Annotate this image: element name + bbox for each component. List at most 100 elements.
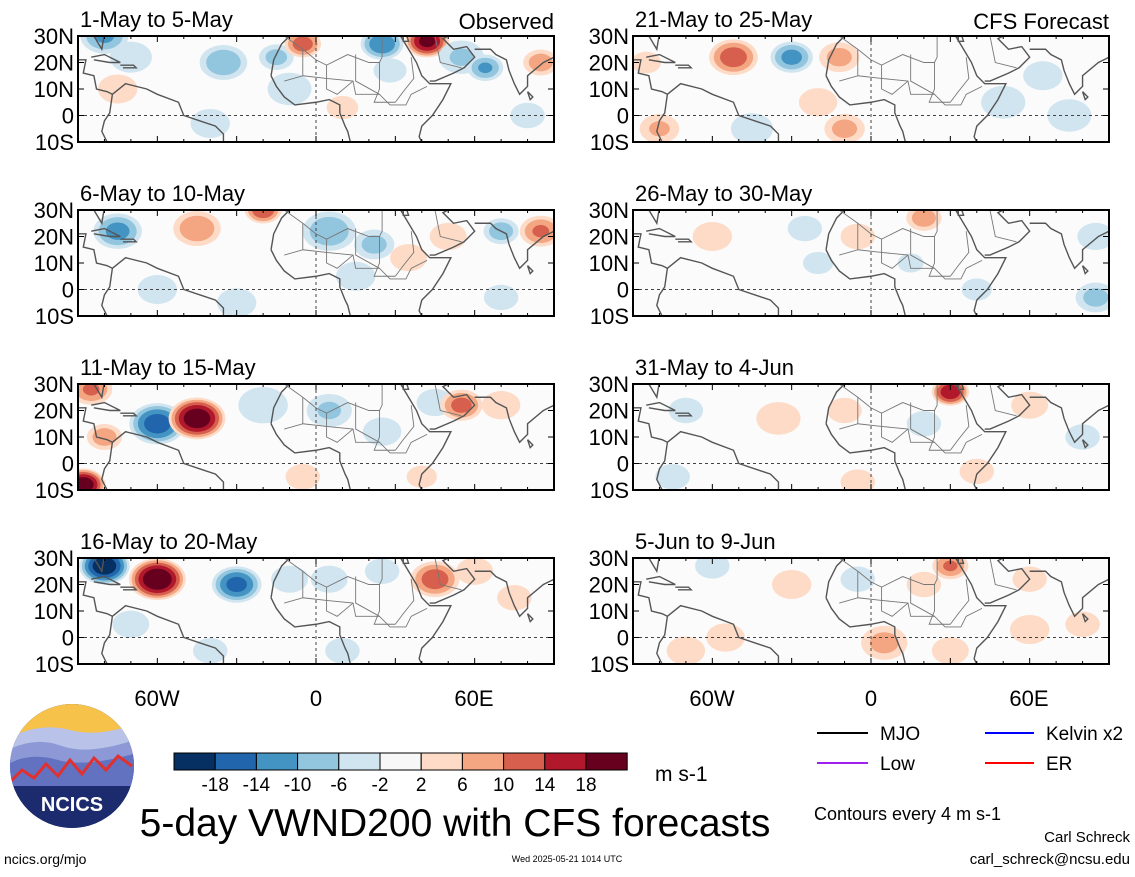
contour-level (149, 573, 165, 585)
coastline (270, 558, 291, 598)
coastline (400, 384, 452, 490)
contour-level (362, 417, 402, 446)
coastline (666, 430, 780, 490)
country-border (844, 384, 898, 385)
contour-level (931, 637, 969, 664)
contour-level (1065, 611, 1100, 637)
source-link-text[interactable]: ncics.org/mjo (4, 851, 87, 867)
country-border (839, 223, 859, 256)
coastline (984, 210, 1031, 256)
coastline (78, 581, 114, 664)
country-border (881, 413, 909, 443)
panel-source-tag: CFS Forecast (973, 9, 1109, 34)
coastlines (633, 210, 1109, 316)
contour-level (840, 469, 876, 490)
coastline (646, 53, 676, 64)
country-border (284, 223, 304, 256)
country-border (284, 384, 383, 414)
colorbar-swatch (461, 752, 505, 771)
author-name: Carl Schreck (1044, 829, 1130, 846)
source-link[interactable]: ncics.org/mjo (4, 851, 87, 867)
contour-level (668, 397, 704, 424)
contour-level (421, 569, 449, 590)
coastline (646, 401, 676, 412)
colorbar-tick-label: -18 (201, 775, 228, 796)
contour-level (869, 632, 899, 654)
country-border (839, 384, 938, 414)
country-border (839, 397, 859, 430)
coastline (955, 384, 1007, 490)
y-tick-label: 0 (617, 452, 629, 477)
y-tick-label: 10S (590, 304, 629, 329)
y-tick-label: 30N (589, 546, 629, 571)
contour-level (798, 88, 838, 117)
x-tick-label: 60W (134, 686, 179, 711)
country-border (434, 36, 462, 69)
country-border (910, 228, 935, 269)
coastline (825, 597, 907, 664)
contour-level (666, 636, 706, 664)
country-border (289, 36, 343, 37)
country-border (434, 558, 462, 591)
contour-level (179, 215, 215, 242)
contour-level (216, 288, 257, 316)
coastline (111, 430, 225, 490)
contour-level (1023, 61, 1063, 91)
wind-anomaly-contour (709, 39, 758, 76)
coastline (955, 210, 1007, 316)
coastline (675, 586, 693, 591)
coastline (402, 36, 410, 42)
contour-level (252, 210, 275, 219)
wind-anomaly-contour (238, 386, 288, 424)
coastline (111, 604, 225, 664)
country-border (284, 36, 383, 66)
coastline (78, 407, 114, 490)
legend-label-mjo: MJO (880, 724, 920, 745)
wind-anomaly-contour (730, 113, 774, 142)
wind-anomaly-contour (695, 558, 730, 579)
wind-anomaly-contour (302, 211, 356, 251)
wind-anomaly-contour (897, 253, 924, 273)
wind-anomaly-contour (510, 102, 545, 129)
colorbar: -18 -14 -10 -6 -2 2 6 10 14 18 (173, 752, 628, 796)
colorbar-swatch (420, 752, 463, 771)
country-border (355, 576, 380, 617)
y-tick-label: 20N (589, 225, 629, 250)
coastline (443, 321, 448, 355)
y-tick-label: 10S (590, 652, 629, 677)
wind-anomaly-contour (497, 585, 532, 611)
wind-anomaly-contour (353, 229, 395, 260)
contour-level (897, 253, 924, 273)
country-border (910, 402, 935, 443)
x-axis-labels-left: 60W 0 60E (134, 686, 493, 711)
colorbar-tick-label: -6 (330, 775, 347, 796)
y-tick-label: 0 (617, 278, 629, 303)
coastline (1029, 396, 1109, 444)
y-tick-label: 10N (589, 599, 629, 624)
y-tick-label: 20N (34, 225, 74, 250)
wind-anomaly-contour (1075, 282, 1109, 313)
contour-level (317, 401, 342, 420)
coastline (429, 36, 476, 82)
coastline (984, 384, 1031, 430)
coastline (957, 384, 965, 390)
coastline (429, 384, 476, 430)
contour-level (483, 284, 519, 311)
wind-anomaly-contour (390, 244, 428, 272)
timestamp: Wed 2025-05-21 1014 UTC (512, 854, 623, 864)
wind-anomaly-contour (819, 42, 860, 73)
coastline (402, 384, 410, 390)
country-border (989, 210, 1017, 243)
panel-date-range: 21-May to 25-May (635, 7, 812, 32)
coastline (429, 558, 476, 604)
y-tick-label: 10N (589, 425, 629, 450)
wind-anomaly-contour (405, 36, 450, 58)
coastline (957, 36, 965, 42)
contour-level (827, 397, 862, 424)
coastline (633, 36, 660, 52)
country-border (881, 239, 909, 269)
wind-anomaly-contour (284, 36, 322, 58)
coastline (1029, 570, 1109, 618)
